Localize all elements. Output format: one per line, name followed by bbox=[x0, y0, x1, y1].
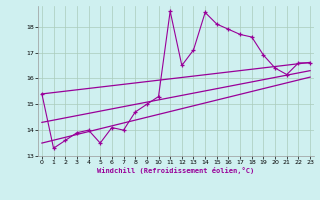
X-axis label: Windchill (Refroidissement éolien,°C): Windchill (Refroidissement éolien,°C) bbox=[97, 167, 255, 174]
